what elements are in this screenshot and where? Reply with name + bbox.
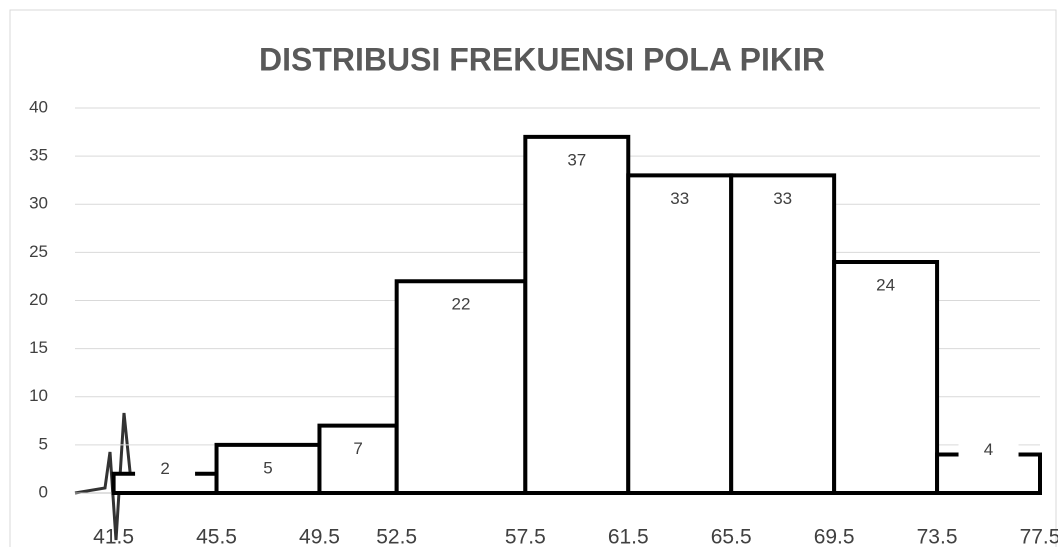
x-tick-label: 41.5 xyxy=(93,526,134,547)
data-label: 33 xyxy=(670,189,689,208)
data-label: 4 xyxy=(984,440,993,459)
x-tick-label: 77.5 xyxy=(1020,526,1058,547)
y-tick-label: 0 xyxy=(39,482,48,501)
y-tick-label: 20 xyxy=(29,290,48,309)
data-label: 2 xyxy=(160,459,169,478)
y-tick-label: 30 xyxy=(29,194,48,213)
x-tick-label: 49.5 xyxy=(299,526,340,547)
x-tick-label: 45.5 xyxy=(196,526,237,547)
x-tick-label: 52.5 xyxy=(376,526,417,547)
data-label: 7 xyxy=(353,439,362,458)
bar xyxy=(317,423,399,495)
data-label: 22 xyxy=(452,295,471,314)
data-label: 33 xyxy=(773,189,792,208)
x-tick-label: 57.5 xyxy=(505,526,546,547)
label-bg xyxy=(958,438,1019,463)
x-tick-label: 61.5 xyxy=(608,526,649,547)
data-label: 37 xyxy=(567,150,586,169)
data-label: 5 xyxy=(263,458,272,477)
y-tick-label: 15 xyxy=(29,338,48,357)
x-tick-label: 73.5 xyxy=(917,526,958,547)
bar xyxy=(832,260,940,495)
x-tick-label: 65.5 xyxy=(711,526,752,547)
y-tick-label: 5 xyxy=(39,434,48,453)
bar xyxy=(626,173,734,495)
data-label: 24 xyxy=(876,275,895,294)
bar xyxy=(523,134,631,495)
chart-border xyxy=(9,9,1057,547)
y-tick-label: 40 xyxy=(29,97,48,116)
bar xyxy=(729,173,837,495)
y-tick-label: 35 xyxy=(29,146,48,165)
y-tick-label: 25 xyxy=(29,242,48,261)
bar xyxy=(394,279,528,495)
y-tick-label: 10 xyxy=(29,386,48,405)
chart-title: DISTRIBUSI FREKUENSI POLA PIKIR xyxy=(259,41,825,77)
label-bg xyxy=(135,457,196,482)
x-tick-label: 69.5 xyxy=(814,526,855,547)
